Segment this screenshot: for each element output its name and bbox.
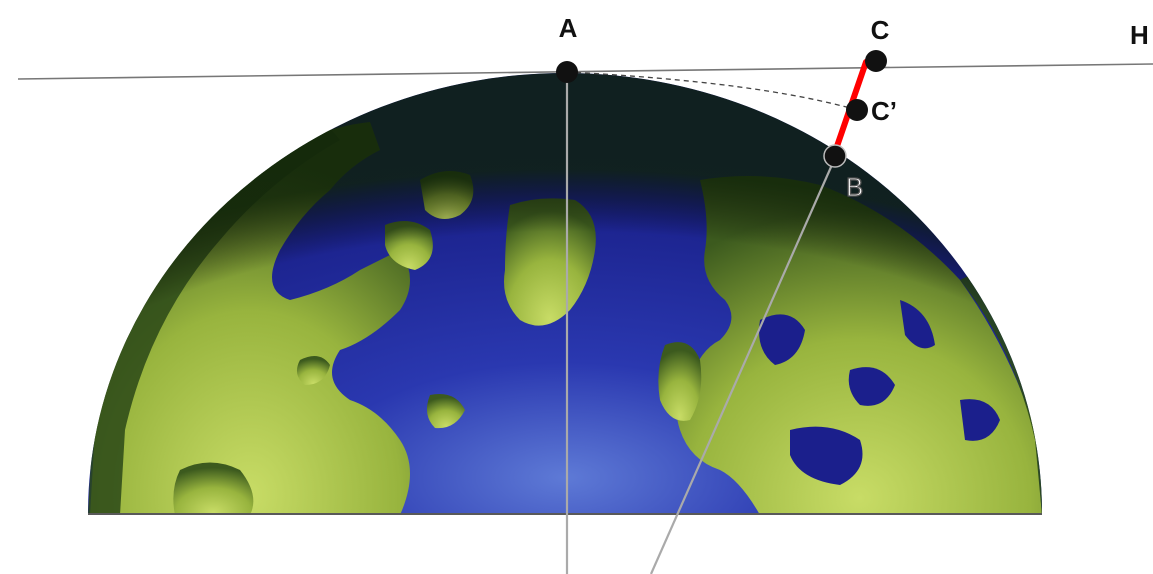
dashed-arc [566, 71, 858, 111]
point-b-marker [823, 144, 847, 168]
horizon-line [17, 63, 1153, 80]
radius-line-b [649, 157, 837, 574]
label-a: A [559, 13, 578, 43]
label-c-prime: C’ [871, 96, 897, 126]
label-h: H [1130, 20, 1149, 50]
point-c-marker [865, 50, 887, 72]
label-c: C [871, 15, 890, 45]
point-c-prime-marker [846, 99, 868, 121]
label-b: B [846, 172, 863, 202]
globe-rim-shading [88, 73, 1042, 513]
point-a-marker [556, 61, 578, 83]
